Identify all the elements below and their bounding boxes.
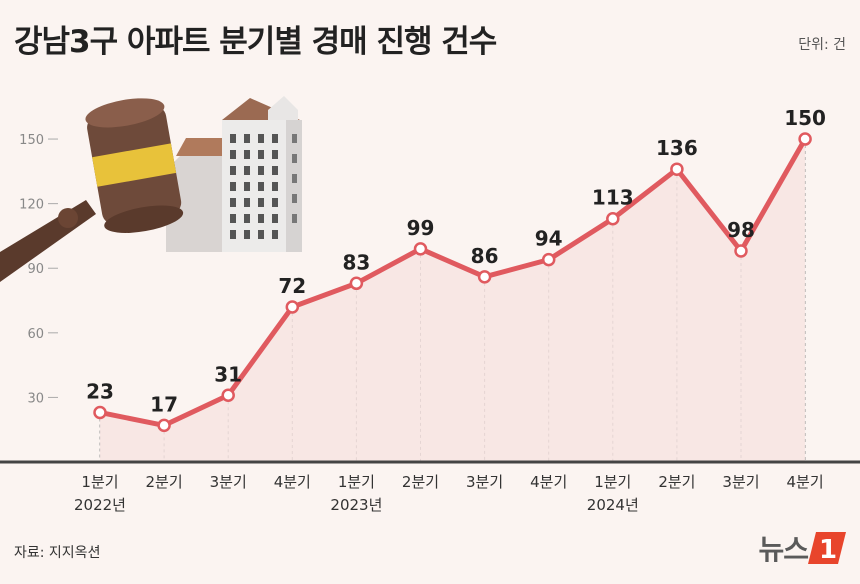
data-label: 136 [656, 136, 698, 160]
x-tick-label: 4분기 [530, 473, 567, 491]
y-tick-label: 120 [19, 198, 44, 213]
data-point [349, 276, 364, 291]
y-tick-label: 60 [27, 327, 44, 342]
data-label: 113 [592, 186, 634, 210]
gavel-illustration-icon [0, 98, 184, 282]
data-labels: 23 17 31 72 83 99 86 94 113 136 98 150 [86, 106, 826, 416]
data-point [541, 252, 556, 267]
data-point [734, 244, 748, 258]
x-tick-label: 2분기 [402, 473, 439, 491]
x-tick-label: 3분기 [466, 473, 503, 491]
x-year-label: 2022년 [74, 496, 126, 514]
building-illustration-icon [166, 96, 302, 252]
data-point [798, 132, 812, 146]
x-tick-label: 2분기 [658, 473, 695, 491]
x-tick-label: 1분기 [338, 473, 375, 491]
y-tick-label: 90 [27, 262, 44, 277]
data-point [413, 242, 428, 256]
y-tick-label: 30 [27, 391, 44, 406]
x-year-label: 2024년 [587, 496, 639, 514]
x-tick-label: 4분기 [787, 473, 824, 491]
data-label: 72 [278, 274, 306, 298]
data-label: 17 [150, 392, 178, 416]
data-point [670, 162, 684, 176]
x-tick-label: 3분기 [722, 473, 759, 491]
x-tick-label: 4분기 [274, 473, 311, 491]
data-point [221, 388, 235, 403]
source-note: 자료: 지지옥션 [14, 545, 101, 561]
data-label: 31 [214, 362, 242, 386]
data-label: 83 [342, 250, 370, 274]
data-point [477, 270, 492, 284]
data-label: 23 [86, 379, 114, 403]
chart-title: 강남3구 아파트 분기별 경매 진행 건수 [14, 24, 497, 60]
x-year-label: 2023년 [330, 496, 382, 514]
logo-text: 뉴스 [758, 533, 809, 566]
series-line [99, 137, 808, 428]
x-tick-label: 1분기 [81, 473, 118, 491]
y-axis: 30 60 90 120 150 [19, 133, 58, 406]
data-label: 94 [535, 227, 563, 251]
data-label: 86 [471, 244, 499, 268]
data-label: 99 [407, 216, 435, 240]
unit-label: 단위: 건 [798, 37, 846, 53]
data-point [93, 405, 107, 420]
data-label: 98 [727, 218, 755, 242]
data-point [157, 418, 171, 433]
x-tick-label: 2분기 [146, 473, 183, 491]
x-tick-label: 3분기 [210, 473, 247, 491]
data-points [93, 132, 812, 433]
x-axis-ticks: 1분기 2분기 3분기 4분기 1분기 2분기 3분기 4분기 1분기 2분기 3분기 4분기 2022… [74, 473, 824, 514]
news1-logo: 뉴스 1 [758, 528, 848, 568]
y-tick-label: 150 [19, 133, 44, 148]
data-point [606, 211, 620, 226]
logo-mark-text: 1 [819, 535, 837, 565]
data-label: 150 [784, 106, 826, 130]
area-fill [100, 139, 806, 463]
logo-mark-icon: 1 [808, 532, 846, 565]
x-tick-label: 1분기 [594, 473, 631, 491]
data-point [285, 300, 300, 314]
